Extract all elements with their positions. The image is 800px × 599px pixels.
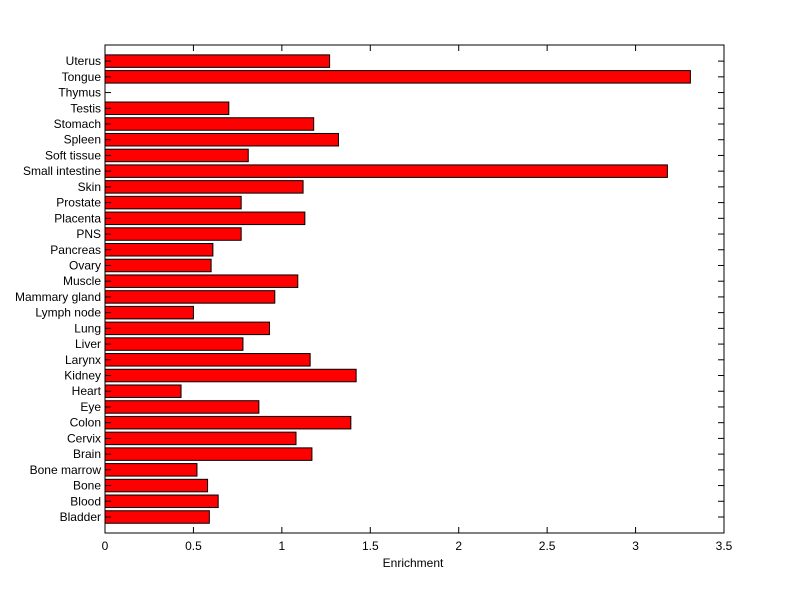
bar <box>104 353 311 367</box>
bar <box>104 258 212 273</box>
bar <box>104 305 194 320</box>
bar <box>104 478 209 493</box>
x-tick-label: 1.5 <box>362 539 379 553</box>
bar <box>104 510 210 524</box>
bar <box>104 70 691 84</box>
bars-layer <box>104 54 691 524</box>
y-tick-label: Mammary gland <box>15 290 101 304</box>
bar <box>104 148 249 163</box>
y-tick-label: PNS <box>76 227 101 241</box>
y-tick-label: Soft tissue <box>45 148 101 162</box>
y-tick-label: Heart <box>72 384 102 398</box>
x-tick-label: 2 <box>455 539 462 553</box>
bar <box>104 368 357 383</box>
y-tick-label: Eye <box>80 400 101 414</box>
y-tick-label: Brain <box>73 447 101 461</box>
y-tick-label: Larynx <box>65 353 101 367</box>
y-tick-label: Lymph node <box>35 306 101 320</box>
bar <box>104 117 315 131</box>
x-tick-label: 0.5 <box>185 539 202 553</box>
bar <box>104 463 198 477</box>
y-tick-label: Bone <box>73 479 101 493</box>
y-tick-label: Small intestine <box>23 164 101 178</box>
bar <box>104 54 331 68</box>
bar <box>104 321 270 336</box>
y-tick-label: Cervix <box>67 431 101 445</box>
bar <box>104 400 260 414</box>
y-tick-label: Bone marrow <box>30 463 102 477</box>
y-tick-label: Lung <box>74 321 101 335</box>
bar <box>104 494 219 509</box>
bar <box>104 415 352 430</box>
y-tick-label: Kidney <box>64 369 101 383</box>
y-tick-label: Spleen <box>64 133 101 147</box>
y-tick-label: Tongue <box>62 70 102 84</box>
x-tick-label: 3.5 <box>716 539 733 553</box>
x-tick-label: 1 <box>279 539 286 553</box>
ticks-layer <box>104 45 725 533</box>
bar <box>104 227 242 241</box>
y-tick-label: Bladder <box>60 510 101 524</box>
y-tick-label: Pancreas <box>50 243 101 257</box>
bar <box>104 180 304 194</box>
y-tick-label: Testis <box>70 101 101 115</box>
y-tick-label: Prostate <box>56 196 101 210</box>
x-axis-label: Enrichment <box>383 556 444 570</box>
y-tick-label: Muscle <box>63 274 101 288</box>
bar <box>104 337 244 351</box>
y-tick-label: Blood <box>70 494 101 508</box>
x-tick-label: 3 <box>632 539 639 553</box>
bar <box>104 274 299 288</box>
x-tick-label: 2.5 <box>539 539 556 553</box>
x-tick-label: 0 <box>102 539 109 553</box>
bar <box>104 290 276 304</box>
y-tick-label: Thymus <box>58 86 101 100</box>
bar <box>104 164 668 178</box>
y-tick-label: Skin <box>78 180 101 194</box>
bar <box>104 101 230 116</box>
plot-area-frame <box>104 44 725 534</box>
y-tick-label: Uterus <box>66 54 101 68</box>
y-tick-label: Placenta <box>54 211 101 225</box>
bar <box>104 132 339 147</box>
y-tick-label: Stomach <box>54 117 101 131</box>
bar <box>104 447 313 461</box>
bar <box>104 384 182 398</box>
y-tick-label: Liver <box>75 337 101 351</box>
bar <box>104 243 214 257</box>
bar <box>104 195 242 210</box>
y-tick-label: Colon <box>70 416 101 430</box>
y-tick-label: Ovary <box>69 258 101 272</box>
bar <box>104 211 306 226</box>
bar <box>104 431 297 446</box>
